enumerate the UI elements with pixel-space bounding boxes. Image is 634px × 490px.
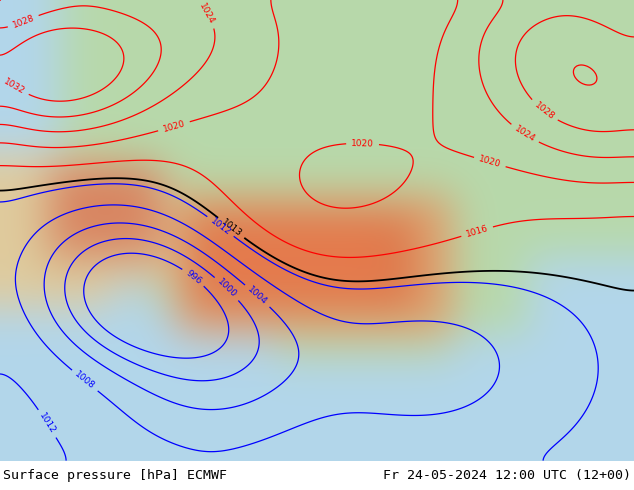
Text: 1020: 1020 xyxy=(477,154,502,170)
Text: 1008: 1008 xyxy=(73,370,96,392)
Text: 1028: 1028 xyxy=(533,100,556,122)
Text: 1004: 1004 xyxy=(246,285,269,307)
Text: 996: 996 xyxy=(184,269,203,286)
Text: 1012: 1012 xyxy=(209,216,233,237)
Text: 1032: 1032 xyxy=(3,76,27,96)
Text: Surface pressure [hPa] ECMWF: Surface pressure [hPa] ECMWF xyxy=(3,469,227,482)
Text: 1024: 1024 xyxy=(197,2,216,26)
Text: 1028: 1028 xyxy=(11,13,36,30)
Text: Fr 24-05-2024 12:00 UTC (12+00): Fr 24-05-2024 12:00 UTC (12+00) xyxy=(383,469,631,482)
Text: 1000: 1000 xyxy=(216,277,238,300)
Text: 1016: 1016 xyxy=(465,224,489,239)
Text: 1013: 1013 xyxy=(219,218,243,239)
Text: 1024: 1024 xyxy=(512,124,536,144)
Text: 1012: 1012 xyxy=(37,412,57,436)
Text: 1020: 1020 xyxy=(162,119,186,134)
Text: 1020: 1020 xyxy=(351,139,374,148)
